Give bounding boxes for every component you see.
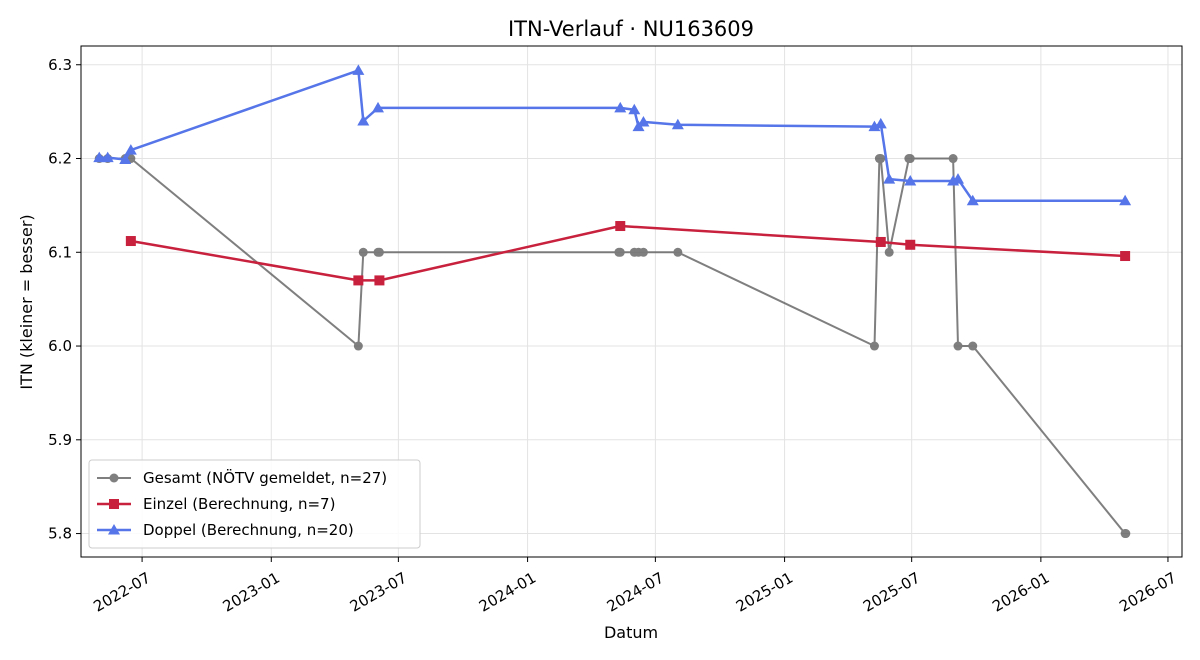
x-tick-label: 2024-07: [604, 569, 667, 616]
x-tick-label: 2022-07: [90, 569, 153, 616]
data-point: [952, 173, 965, 184]
x-tick-label: 2024-01: [476, 569, 539, 616]
y-tick-label: 6.3: [48, 56, 72, 74]
data-point: [968, 341, 978, 351]
data-point: [673, 247, 683, 257]
data-point: [1120, 251, 1131, 262]
x-tick-label: 2025-07: [860, 569, 923, 616]
series-triangle: [93, 64, 1132, 206]
data-point: [374, 275, 385, 286]
y-tick-label: 5.8: [48, 525, 72, 543]
data-point: [119, 153, 132, 164]
data-point: [884, 247, 894, 257]
data-point: [358, 247, 368, 257]
data-point: [905, 154, 915, 164]
data-point: [352, 64, 365, 75]
data-point: [1121, 529, 1131, 539]
y-tick-label: 5.9: [48, 431, 72, 449]
legend-marker: [108, 524, 120, 535]
legend-marker: [109, 499, 119, 509]
data-point: [1119, 194, 1132, 206]
legend-item: [97, 473, 131, 483]
x-tick-label: 2023-01: [220, 569, 283, 616]
series-circle: [94, 154, 1131, 539]
data-point: [93, 151, 106, 163]
legend: Gesamt (NÖTV gemeldet, n=27) Einzel (Bere…: [88, 459, 421, 549]
series-line: [99, 69, 1126, 202]
legend-label: Doppel (Berechnung, n=20): [143, 521, 354, 539]
data-point: [869, 341, 879, 351]
data-point: [124, 144, 137, 155]
data-point: [953, 341, 963, 351]
data-point: [874, 117, 887, 129]
x-tick-label: 2026-01: [989, 569, 1052, 616]
series-square: [125, 221, 1131, 286]
x-axis-title: Datum: [604, 623, 658, 642]
data-point: [614, 101, 627, 113]
x-tick-label: 2025-01: [733, 569, 796, 616]
data-point: [615, 247, 625, 257]
data-point: [883, 173, 896, 184]
legend-box: [88, 459, 421, 549]
plot-frame: [80, 45, 1183, 558]
data-point: [615, 221, 626, 232]
legend-item: [97, 499, 131, 509]
data-point: [374, 247, 384, 257]
data-point: [671, 118, 684, 130]
legend-item: [97, 524, 131, 535]
data-point: [966, 194, 979, 206]
data-point: [948, 154, 958, 164]
y-tick-label: 6.2: [48, 150, 72, 168]
series-layer: [93, 64, 1132, 539]
data-point: [905, 239, 916, 250]
data-point: [357, 115, 370, 126]
legend-label: Einzel (Berechnung, n=7): [143, 495, 335, 513]
legend-label: Gesamt (NÖTV gemeldet, n=27): [143, 468, 387, 487]
data-point: [628, 103, 641, 115]
data-point: [372, 101, 385, 113]
data-point: [875, 236, 886, 247]
chart-title: ITN-Verlauf · NU163609: [508, 17, 754, 41]
x-tick-label: 2026-07: [1116, 569, 1179, 616]
data-point: [125, 236, 136, 247]
y-tick-label: 6.1: [48, 243, 72, 261]
y-axis-title: ITN (kleiner = besser): [17, 214, 36, 389]
data-point: [638, 247, 648, 257]
data-point: [353, 341, 363, 351]
data-point: [876, 154, 886, 164]
data-point: [904, 175, 917, 186]
y-tick-label: 6.0: [48, 337, 72, 355]
data-point: [637, 115, 650, 127]
legend-marker: [109, 473, 119, 483]
data-point: [353, 275, 364, 286]
data-point: [868, 120, 881, 132]
data-point: [101, 151, 114, 163]
x-tick-label: 2023-07: [347, 569, 410, 616]
